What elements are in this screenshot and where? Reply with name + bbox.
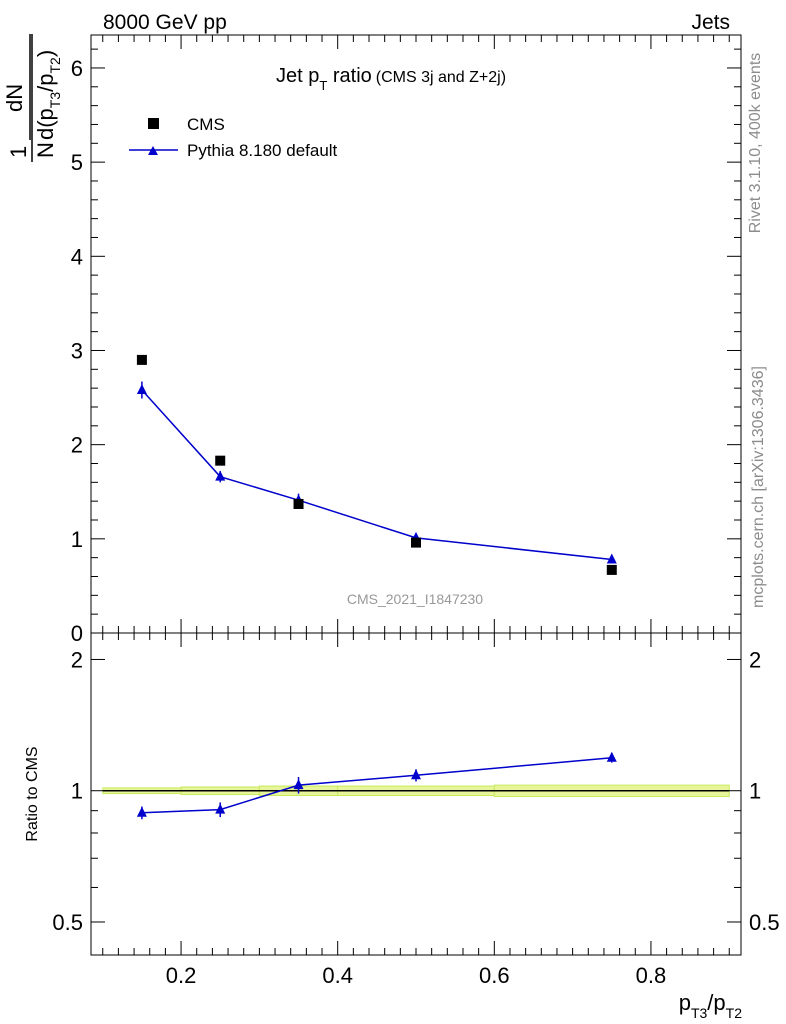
ratio-pythia-point	[136, 806, 147, 817]
chart-title: Jet pT ratio (CMS 3j and Z+2j)	[276, 65, 506, 93]
y-tick-label: 1	[71, 527, 83, 552]
y-tick-label: 4	[71, 244, 83, 269]
y-label-one: 1	[6, 146, 31, 158]
main-y-tick-labels: 0 1 2 3 4 5 6	[71, 56, 83, 646]
y-label-d-text: d(p	[33, 108, 58, 140]
pythia-line	[141, 389, 612, 561]
process-label: Jets	[691, 11, 730, 34]
x-label-p: p	[679, 990, 691, 1015]
ratio-series-layer	[136, 751, 617, 820]
y-label-n: N	[33, 142, 58, 158]
ratio-uncertainty-band	[102, 784, 730, 797]
ratio-pythia-point	[293, 779, 304, 790]
y-label-dn: dN	[2, 84, 27, 112]
y-label-t2: T2	[47, 57, 63, 74]
legend-cms-marker	[148, 118, 159, 129]
ratio-pythia-point	[606, 751, 617, 762]
ratio-y-tick-label: 0.5	[52, 910, 83, 935]
y-tick-label: 0	[71, 621, 83, 646]
legend-pythia-label: Pythia 8.180 default	[187, 141, 338, 160]
ratio-y-tick-label-right: 1	[749, 779, 761, 804]
x-label-t2: T2	[726, 1005, 743, 1021]
main-axis-ticks	[91, 35, 741, 634]
x-label-t3: T3	[691, 1005, 708, 1021]
ratio-axis-ticks	[91, 633, 741, 955]
cms-point	[606, 564, 617, 575]
pythia-point	[136, 384, 147, 395]
chart-title-subscript: T	[319, 78, 327, 93]
legend-cms-label: CMS	[187, 115, 225, 134]
y-label-d: d(pT3/pT2)	[33, 50, 63, 140]
x-axis-label: pT3/pT2	[679, 990, 743, 1021]
x-tick-labels: 0.2 0.4 0.6 0.8	[166, 963, 666, 988]
ratio-pythia-point	[215, 803, 226, 814]
ratio-y-tick-label: 2	[71, 647, 83, 672]
pythia-point	[215, 470, 226, 481]
cms-point	[215, 455, 226, 466]
x-tick-label: 0.4	[322, 963, 353, 988]
main-y-axis-label: 1 N dN d(pT3/pT2)	[2, 34, 63, 162]
y-label-t3: T3	[47, 92, 63, 109]
energy-label: 8000 GeV pp	[103, 11, 227, 34]
x-tick-label: 0.6	[479, 963, 510, 988]
analysis-watermark: CMS_2021_I1847230	[347, 591, 483, 607]
ratio-y-tick-label-right: 0.5	[749, 910, 780, 935]
ratio-y-tick-label: 1	[71, 779, 83, 804]
cms-point	[411, 537, 421, 548]
cms-point	[136, 354, 147, 365]
y-label-slash: /p	[33, 74, 58, 92]
legend-pythia-marker	[148, 146, 158, 155]
y-label-close: )	[33, 50, 58, 57]
cms-point	[293, 498, 304, 509]
y-tick-label: 2	[71, 433, 83, 458]
ratio-plot-panel: 0.5 0.5 1 1 2 2 0.2 0.4 0.6 0.8 Ratio to CMS pT3…	[24, 632, 780, 1021]
mcplots-source-label: mcplots.cern.ch [arXiv:1306.3436]	[750, 366, 767, 608]
x-tick-label: 0.2	[166, 963, 197, 988]
main-plot-panel: 0 1 2 3 4 5 6 CMS_2021_I1847230 Jet pT ratio (C…	[71, 34, 742, 646]
ratio-y-axis-label: Ratio to CMS	[24, 746, 41, 841]
pythia-point	[606, 553, 617, 564]
y-tick-label: 5	[71, 150, 83, 175]
legend: CMS Pythia 8.180 default	[129, 115, 338, 160]
y-tick-label: 3	[71, 338, 83, 363]
chart-title-main: Jet p	[276, 65, 319, 87]
y-tick-label: 6	[71, 56, 83, 81]
ratio-y-tick-labels: 0.5 0.5 1 1 2 2	[52, 647, 779, 935]
main-series-layer	[136, 354, 617, 575]
x-tick-label: 0.8	[636, 963, 667, 988]
chart-title-ratio: ratio	[327, 65, 371, 87]
chart-title-note: (CMS 3j and Z+2j)	[376, 69, 506, 86]
x-label-slash: /p	[707, 990, 725, 1015]
ratio-y-tick-label-right: 2	[749, 647, 761, 672]
ratio-pythia-point	[411, 769, 421, 780]
rivet-info-label: Rivet 3.1.10, 400k events	[747, 53, 764, 234]
